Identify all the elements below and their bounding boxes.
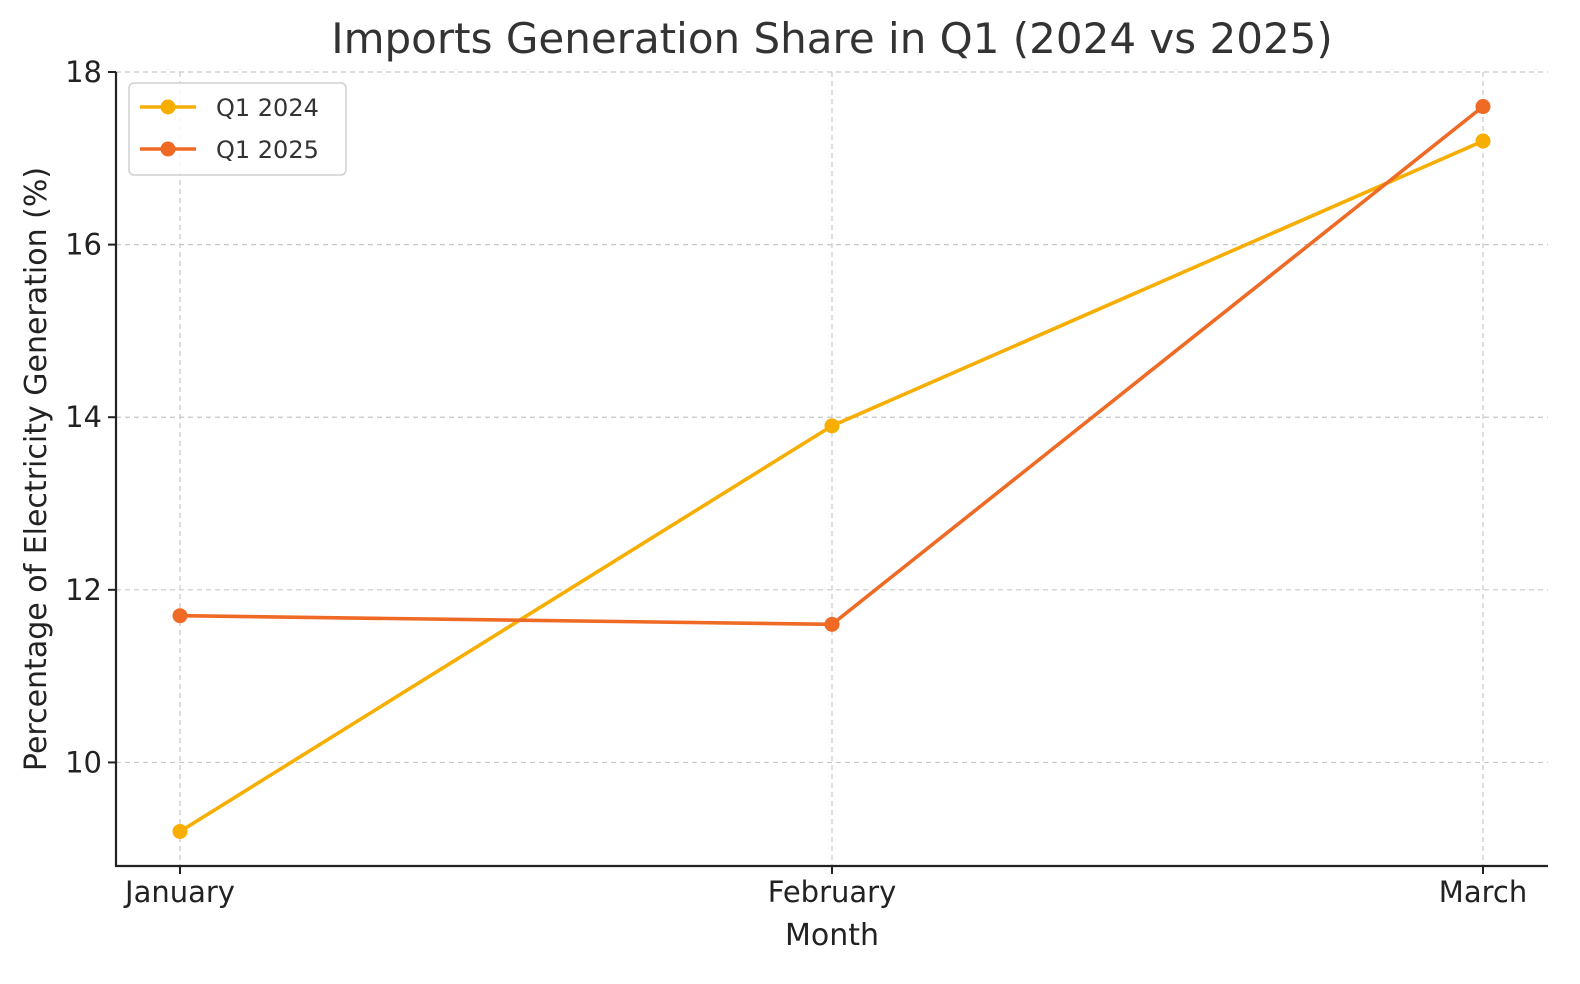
- legend-marker: [160, 141, 176, 157]
- y-tick-label: 12: [65, 573, 102, 607]
- y-axis-label: Percentage of Electricity Generation (%): [19, 167, 54, 771]
- data-point: [824, 616, 840, 632]
- plot-frame-axes: [114, 72, 1548, 868]
- x-tick-label: January: [123, 875, 235, 909]
- gridlines: [116, 71, 1548, 866]
- axes: [114, 72, 1548, 868]
- y-tick-label: 16: [65, 228, 102, 262]
- legend-label: Q1 2025: [216, 136, 319, 164]
- x-tick-label: February: [768, 875, 897, 909]
- legend-item: Q1 2024: [140, 94, 319, 122]
- x-tick-label: March: [1439, 875, 1527, 909]
- data-point: [172, 823, 188, 839]
- y-tick-label: 18: [65, 55, 102, 89]
- tick-labels: January February March 10 12 14 16 18: [65, 55, 1527, 909]
- legend-label: Q1 2024: [216, 94, 319, 122]
- series-1: [172, 99, 1491, 632]
- series-0: [172, 133, 1491, 839]
- legend: Q1 2024 Q1 2025: [128, 82, 347, 176]
- legend-item: Q1 2025: [140, 136, 319, 164]
- chart-title: Imports Generation Share in Q1 (2024 vs …: [331, 14, 1333, 63]
- data-point: [1475, 133, 1491, 149]
- x-axis-label: Month: [785, 918, 879, 953]
- data-point: [172, 608, 188, 624]
- legend-marker: [160, 99, 176, 115]
- data-point: [1475, 99, 1491, 115]
- series-lines: [172, 99, 1491, 839]
- y-tick-label: 14: [65, 400, 102, 434]
- legend-items: Q1 2024 Q1 2025: [140, 94, 319, 164]
- y-tick-label: 10: [65, 745, 102, 779]
- data-point: [824, 418, 840, 434]
